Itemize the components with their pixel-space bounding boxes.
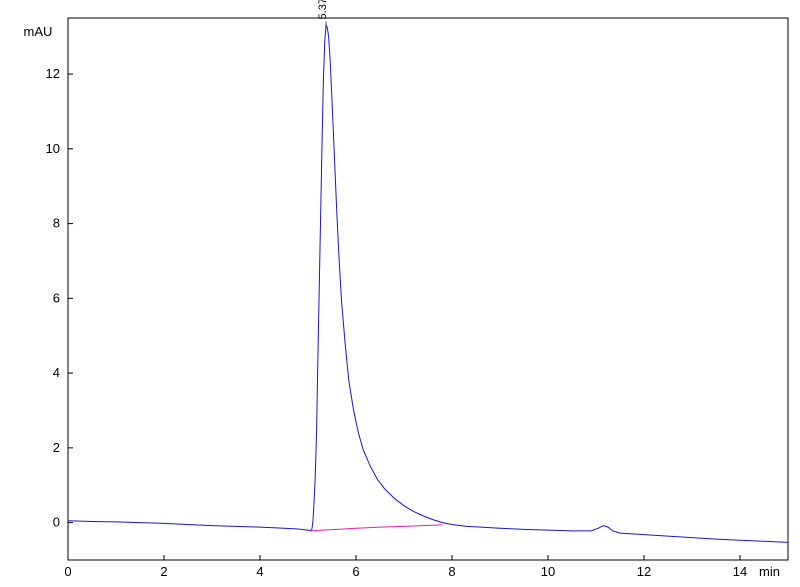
peak-label: 5.376 [317,0,329,19]
x-tick-label: 14 [733,564,747,579]
plot-frame [68,18,788,560]
y-tick-label: 8 [53,216,60,231]
y-tick-label: 10 [46,141,60,156]
x-tick-label: 4 [256,564,263,579]
x-tick-label: 2 [160,564,167,579]
x-tick-label: 12 [637,564,651,579]
series-signal [68,25,788,542]
y-tick-label: 6 [53,290,60,305]
y-tick-label: 0 [53,515,60,530]
x-tick-label: 10 [541,564,555,579]
chart-svg: 0 2 4 6 8 10 12 14 min 0 2 4 6 8 10 12 mAU 5.376 [0,0,800,587]
y-tick-label: 4 [53,365,60,380]
chromatogram-chart: 0 2 4 6 8 10 12 14 min 0 2 4 6 8 10 12 mAU 5.376 [0,0,800,587]
x-tick-label: 0 [64,564,71,579]
x-tick-label: 8 [448,564,455,579]
series-baseline [310,525,442,531]
y-tick-label: 2 [53,440,60,455]
y-tick-label: 12 [46,66,60,81]
x-axis-label: min [759,564,780,579]
x-tick-label: 6 [352,564,359,579]
y-axis-label: mAU [24,24,53,39]
